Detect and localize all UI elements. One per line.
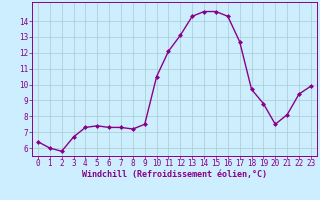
X-axis label: Windchill (Refroidissement éolien,°C): Windchill (Refroidissement éolien,°C) bbox=[82, 170, 267, 179]
